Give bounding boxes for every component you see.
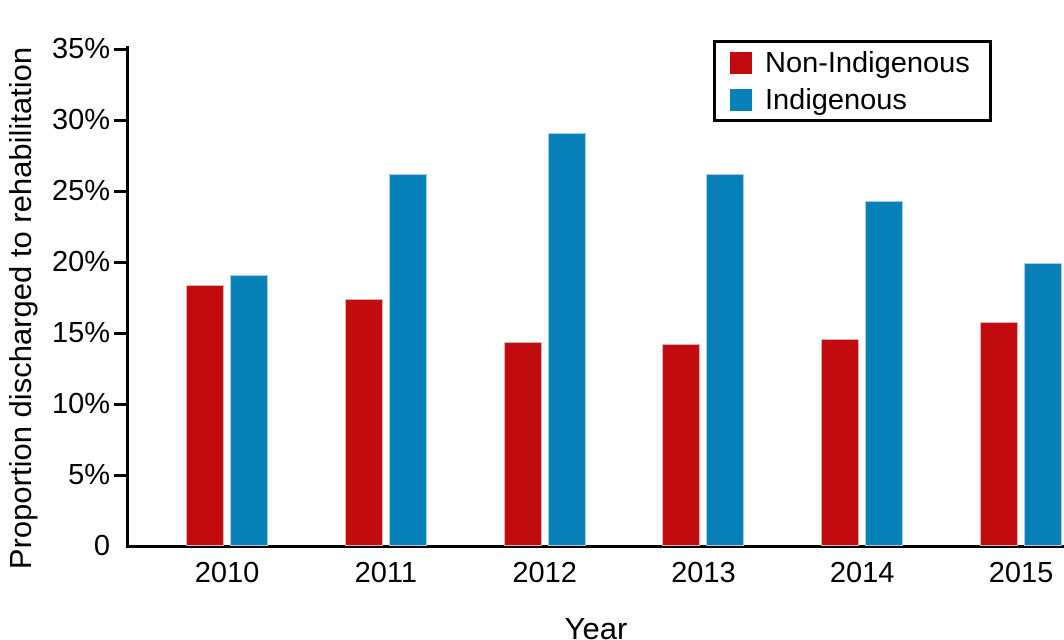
y-tick-mark-25 xyxy=(114,189,127,193)
x-tick-label-2010: 2010 xyxy=(194,557,260,589)
x-tick-label-2013: 2013 xyxy=(671,557,736,589)
x-axis-line xyxy=(126,545,1064,548)
x-tick-label-2012: 2012 xyxy=(512,557,577,589)
legend-label-indigenous: Indigenous xyxy=(765,83,907,116)
bar-non-indigenous-2015 xyxy=(980,321,1018,546)
bar-indigenous-2012 xyxy=(547,132,586,546)
bar-non-indigenous-2011 xyxy=(344,298,383,546)
y-tick-label-15: 15% xyxy=(51,317,110,349)
x-axis-title: Year xyxy=(564,611,628,640)
legend-label-non-indigenous: Non-Indigenous xyxy=(765,46,970,79)
y-tick-label-5: 5% xyxy=(68,459,110,491)
bar-indigenous-2011 xyxy=(388,173,427,546)
bar-non-indigenous-2012 xyxy=(503,341,542,546)
bar-indigenous-2013 xyxy=(706,173,745,546)
x-tick-label-2014: 2014 xyxy=(829,557,895,589)
y-tick-mark-30 xyxy=(114,118,127,122)
bar-indigenous-2010 xyxy=(230,274,268,546)
y-tick-label-35: 35% xyxy=(51,33,110,65)
y-axis-line xyxy=(126,46,129,548)
legend-item-non-indigenous: Non-Indigenous xyxy=(730,48,989,78)
y-tick-label-10: 10% xyxy=(51,388,110,420)
y-tick-label-20: 20% xyxy=(51,246,110,278)
y-tick-mark-35 xyxy=(114,47,127,51)
legend-swatch-indigenous xyxy=(730,88,752,111)
x-tick-label-2011: 2011 xyxy=(354,557,417,589)
y-tick-mark-10 xyxy=(114,402,127,406)
legend-swatch-non-indigenous xyxy=(730,51,752,74)
bar-indigenous-2014 xyxy=(865,200,904,546)
legend: Non-Indigenous Indigenous xyxy=(713,40,992,122)
y-tick-label-0: 0 xyxy=(93,530,110,562)
bar-indigenous-2015 xyxy=(1024,263,1062,546)
bar-non-indigenous-2013 xyxy=(662,344,701,546)
y-tick-label-25: 25% xyxy=(51,175,110,207)
bar-non-indigenous-2010 xyxy=(186,284,224,546)
legend-item-indigenous: Indigenous xyxy=(730,85,989,115)
y-tick-label-30: 30% xyxy=(51,104,110,136)
x-tick-label-2015: 2015 xyxy=(988,557,1054,589)
bar-non-indigenous-2014 xyxy=(821,338,860,546)
y-tick-mark-15 xyxy=(114,331,127,335)
y-tick-mark-5 xyxy=(114,473,127,477)
y-tick-mark-20 xyxy=(114,260,127,264)
